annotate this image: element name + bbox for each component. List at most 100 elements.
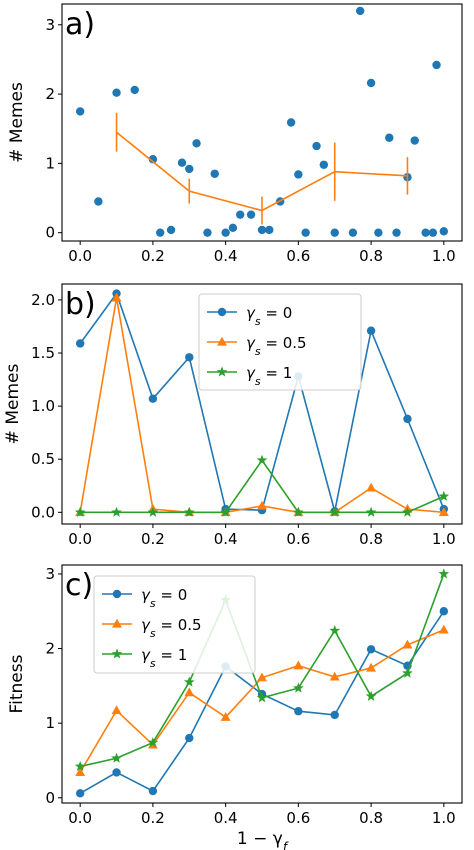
y-tick-label: 1.0 [31,397,55,415]
series-point [112,768,121,777]
series-point [403,414,412,424]
legend-marker [217,307,227,317]
series-point [438,624,449,634]
series-point [257,672,267,682]
series-point [293,506,304,517]
scatter-point [228,223,238,233]
legend: γs = 0 γs = 0.5 γs = 1 [198,293,362,391]
panel-2: 0.0 0.2 0.4 0.6 0.8 1.0 0.0 0.5 1.0 1.5 2.0 # Memes… [3,283,463,548]
series-point [185,733,194,743]
series-point [74,506,86,517]
legend-marker [111,648,123,659]
series-point [329,625,341,636]
scatter-point [75,107,85,116]
x-tick-label: 0.8 [359,809,383,827]
scatter-point [210,169,219,178]
series-point [111,292,122,302]
series-point [75,339,85,348]
x-tick-label: 0.8 [359,247,383,265]
scatter-point [410,136,419,145]
scatter-point [192,139,201,148]
panel-label: c) [65,568,93,603]
x-tick-label: 0.4 [214,809,238,827]
series-point [183,506,195,517]
legend: γs = 0 γs = 0.5 γs = 1 [93,575,256,674]
scatter-point [374,228,383,237]
y-tick-label: 0 [45,789,55,807]
x-tick-label: 0.0 [68,247,92,265]
x-tick-label: 0.2 [141,247,165,265]
scatter-point [348,228,358,237]
legend-marker [216,366,228,377]
scatter-point [301,228,310,237]
series-point [366,482,377,492]
scatter-point [185,164,194,174]
series-point [256,454,268,465]
scatter-point [246,210,256,219]
x-tick-label: 0.2 [141,530,165,548]
scatter-point [112,88,121,97]
series-point [111,752,122,763]
scatter-point [330,228,339,237]
scatter-point [392,228,401,237]
series-point [74,760,86,771]
series-point [111,705,122,715]
y-tick-label: 2.0 [31,291,55,309]
series-point [257,500,267,510]
series-point [75,767,86,777]
series-point [438,568,450,579]
x-tick-label: 0.0 [68,530,92,548]
series-point [75,789,85,798]
legend-entry: γs = 0.5 [246,334,307,358]
x-tick-label: 0.0 [68,809,92,827]
series-point [438,507,449,516]
plot-frame [61,283,463,525]
series-point [111,506,122,517]
scatter-point [130,85,139,95]
x-tick-label: 1.0 [432,809,456,827]
series-point [148,786,158,796]
series-point [148,394,158,403]
y-tick-label: 0.0 [31,503,55,521]
y-tick-label: 2 [45,85,55,103]
scatter-point [235,210,245,219]
scatter-point [203,228,212,237]
legend-marker [217,336,227,346]
plot-frame [61,564,463,804]
series-point [402,506,413,517]
scatter-point [94,197,103,206]
x-tick-label: 0.4 [214,530,238,548]
series-point [256,692,268,703]
scatter-point [312,141,321,151]
series-point [220,506,231,517]
scatter-point [286,118,296,127]
plot-frame [61,3,463,242]
scatter-point [166,225,176,235]
panel-3: 0.0 0.2 0.4 0.6 0.8 1.0 0 1 2 3 Fitness 1 − γf γs = … [7,564,463,850]
series-point [293,660,304,670]
series-point [220,712,231,721]
scatter-point [355,6,365,16]
y-tick-label: 0.5 [31,450,55,468]
x-tick-label: 1.0 [432,530,456,548]
panel-label: a) [65,7,95,42]
legend-box [198,293,362,391]
series-point [366,645,376,654]
scatter-point [155,228,165,237]
legend-entry: γs = 0 [141,586,187,610]
scatter-point [177,158,187,167]
x-tick-label: 0.6 [286,809,310,827]
series-point [438,490,450,501]
panel-1: 0.0 0.2 0.4 0.6 0.8 1.0 0 1 2 3 # Memes a) [7,3,463,265]
series-point [147,506,159,517]
scatter-point [148,155,158,164]
y-axis-label: Fitness [7,654,27,713]
series-point [365,690,377,701]
y-tick-label: 3 [45,16,55,34]
y-tick-label: 1 [45,154,55,172]
scatter-point [385,133,394,142]
legend-entry: γs = 0 [246,304,292,328]
series-point [365,506,377,517]
legend-entry: γs = 0.5 [141,616,202,640]
